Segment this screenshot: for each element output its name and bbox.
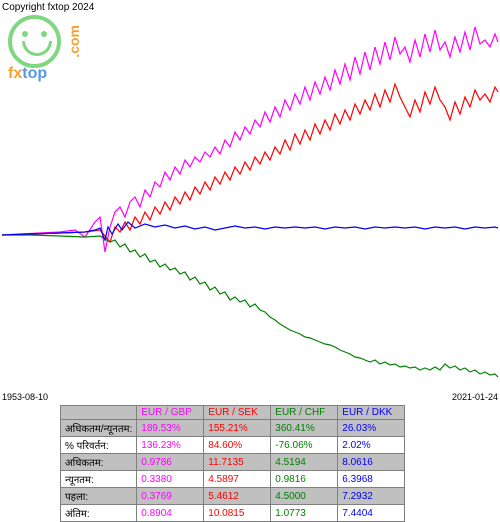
table-cell: 4.5194 <box>271 454 338 471</box>
table-cell: 0.8904 <box>137 505 204 522</box>
table-col-header: EUR / CHF <box>271 406 338 420</box>
date-end-label: 2021-01-24 <box>452 392 498 402</box>
table-cell: 1.0773 <box>271 505 338 522</box>
date-start-label: 1953-08-10 <box>2 392 48 402</box>
table-cell: 26.03% <box>338 420 405 437</box>
table-cell: 136.23% <box>137 437 204 454</box>
series-line <box>2 27 498 252</box>
table-cell: 0.3380 <box>137 471 204 488</box>
table-row-label: अधिकतम: <box>61 454 137 471</box>
table-col-header: EUR / SEK <box>204 406 271 420</box>
table-cell: 189.53% <box>137 420 204 437</box>
table-cell: 6.3968 <box>338 471 405 488</box>
table-cell: 0.9816 <box>271 471 338 488</box>
table-cell: 0.3769 <box>137 488 204 505</box>
table-cell: 7.2932 <box>338 488 405 505</box>
currency-data-table: EUR / GBPEUR / SEKEUR / CHFEUR / DKK अधिक… <box>60 405 405 522</box>
table-row-label: न्यूनतम: <box>61 471 137 488</box>
currency-chart <box>0 12 500 397</box>
table-cell: 11.7135 <box>204 454 271 471</box>
table-cell: 155.21% <box>204 420 271 437</box>
table-cell: 0.9786 <box>137 454 204 471</box>
series-line <box>2 84 498 242</box>
table-row-label: पहला: <box>61 488 137 505</box>
table-col-header: EUR / DKK <box>338 406 405 420</box>
table-cell: 10.0815 <box>204 505 271 522</box>
table-row-label: % परिवर्तन: <box>61 437 137 454</box>
table-cell: 4.5000 <box>271 488 338 505</box>
table-col-header: EUR / GBP <box>137 406 204 420</box>
series-line <box>2 235 498 377</box>
table-cell: 5.4612 <box>204 488 271 505</box>
table-cell: 4.5897 <box>204 471 271 488</box>
table-corner <box>61 406 137 420</box>
table-cell: 8.0616 <box>338 454 405 471</box>
table-cell: 7.4404 <box>338 505 405 522</box>
table-cell: 360.41% <box>271 420 338 437</box>
table-cell: 2.02% <box>338 437 405 454</box>
table-row-label: अंतिम: <box>61 505 137 522</box>
table-row-label: अधिकतम/न्यूनतम: <box>61 420 137 437</box>
table-cell: -76.06% <box>271 437 338 454</box>
table-cell: 84.60% <box>204 437 271 454</box>
